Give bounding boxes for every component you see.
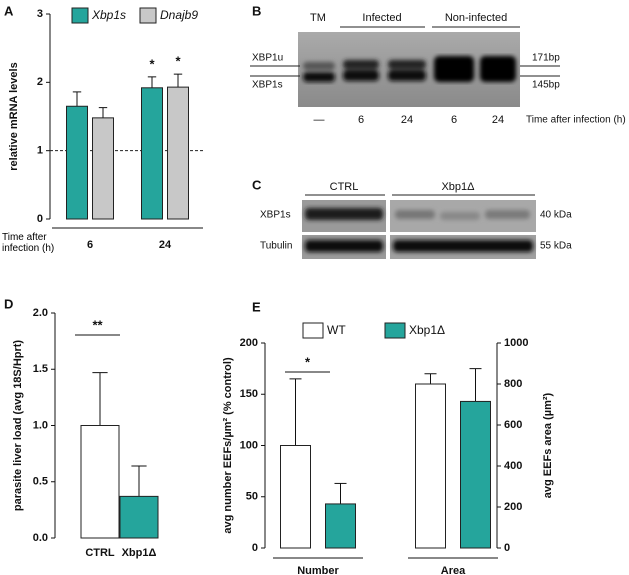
y-tick-label: 2 [37,76,43,88]
y2-tick-label: 600 [504,419,522,431]
panel-label: C [252,177,262,192]
y2-tick-label: 0 [504,542,510,554]
legend-label: Dnajb9 [160,8,198,22]
bar [415,383,446,549]
lane-label: 24 [401,114,413,126]
annotation: ** [92,317,103,332]
lane-label: 6 [358,114,364,126]
annotation: * [305,354,311,369]
bar [92,117,114,220]
lane-axis-label: Time after infection (h) [526,115,626,126]
legend-label: WT [327,323,346,337]
y-tick-label: 0 [37,213,43,225]
x-tick-label: Xbp1Δ [122,547,157,559]
x-tick-label: CTRL [85,547,115,559]
y-axis-label: parasite liver load (avg 18S/Hprt) [12,340,24,512]
legend-swatch [384,322,406,339]
legend-swatch [302,322,324,339]
gel-group: Non-infected [445,12,507,24]
y2-tick-label: 1000 [504,337,528,349]
y-tick-label: 0 [252,542,258,554]
panel-label: A [4,3,14,18]
legend-label: Xbp1Δ [409,323,445,337]
blot-row: XBP1s [260,210,291,221]
y-tick-label: 100 [240,439,258,451]
y-tick-label: 1 [37,145,43,157]
bar [80,425,120,539]
bar [66,105,88,220]
bar [119,495,159,539]
blot-row: Tubulin [260,241,292,252]
panel-label: B [252,3,261,18]
bar [280,445,311,549]
band-size: 171bp [532,53,560,64]
y2-axis-label: avg EEFs area (µm²) [542,392,554,498]
blot-bands [305,208,533,252]
lane-label: 6 [451,114,457,126]
bar [460,400,491,549]
lane-label: — [314,114,325,126]
y-tick-label: 150 [240,388,258,400]
blot-group: Xbp1Δ [441,181,475,193]
band-label: XBP1s [252,80,283,91]
x-tick-label: 6 [87,239,93,251]
legend-swatch [139,7,157,24]
y-tick-label: 1.0 [33,419,48,431]
annotation: * [149,56,155,71]
y2-tick-label: 800 [504,378,522,390]
y-tick-label: 200 [240,337,258,349]
gel-group: TM [310,12,326,24]
panel-label: D [4,296,13,311]
y-tick-label: 50 [246,491,258,503]
annotation: * [175,54,181,69]
lane-label: 24 [492,114,504,126]
gel-group: Infected [362,12,401,24]
y-tick-label: 0.0 [33,532,48,544]
y2-tick-label: 400 [504,460,522,472]
y-tick-label: 3 [37,8,43,20]
y-axis-label: relative mRNA levels [8,62,20,170]
y-axis-label: avg number EEFs/µm² (% control) [222,357,234,534]
panel-label: E [252,299,261,314]
x-tick-label: 24 [159,239,172,251]
y-tick-label: 2.0 [33,307,48,319]
y2-tick-label: 200 [504,501,522,513]
y-tick-label: 1.5 [33,363,48,375]
gel-bands [303,56,516,82]
x-tick-label: Area [441,565,466,575]
legend-label: Xbp1s [91,8,126,22]
bar [167,86,189,220]
blot-size: 40 kDa [540,210,572,221]
bar [325,503,356,549]
band-label: XBP1u [252,53,283,64]
x-axis-label: Time after infection (h) [2,232,55,254]
blot-group: CTRL [330,181,359,193]
legend-swatch [71,7,89,24]
bar [141,87,163,220]
y-tick-label: 0.5 [33,476,48,488]
band-size: 145bp [532,80,560,91]
blot-size: 55 kDa [540,241,572,252]
x-tick-label: Number [297,565,339,575]
